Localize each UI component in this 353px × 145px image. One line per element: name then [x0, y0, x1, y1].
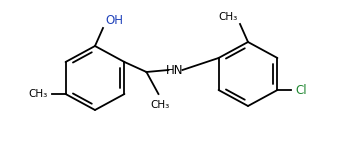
Text: Cl: Cl — [295, 84, 307, 97]
Text: OH: OH — [105, 14, 123, 28]
Text: CH₃: CH₃ — [219, 12, 238, 22]
Text: CH₃: CH₃ — [151, 100, 170, 110]
Text: CH₃: CH₃ — [28, 89, 48, 99]
Text: HN: HN — [166, 64, 183, 77]
